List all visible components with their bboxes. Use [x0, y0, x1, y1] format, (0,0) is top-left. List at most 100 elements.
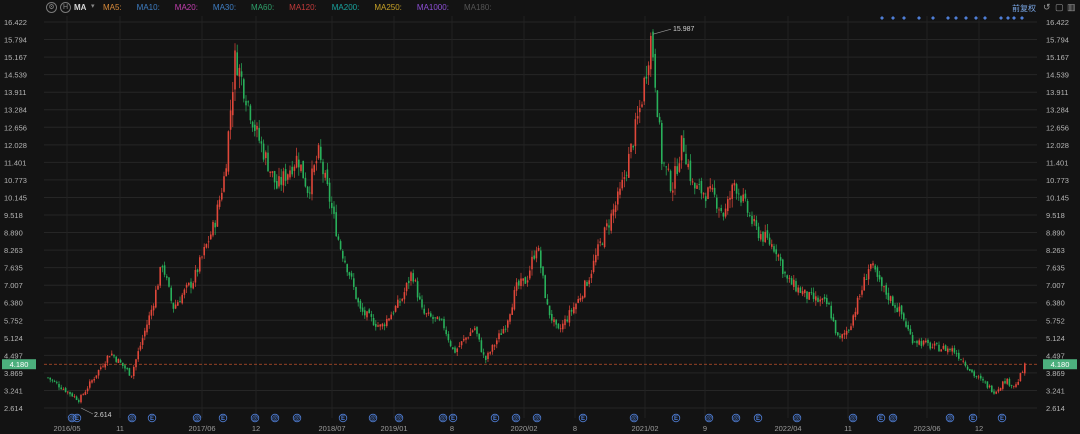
earnings-event-icon[interactable]: E: [72, 413, 82, 422]
candle-body: [656, 90, 659, 117]
candle-body: [357, 298, 359, 303]
dividend-event-icon[interactable]: @: [270, 413, 280, 422]
ma-legend-item[interactable]: MA200:: [331, 3, 360, 12]
adjust-mode-button[interactable]: 前复权: [1012, 4, 1036, 13]
candle-body: [254, 124, 256, 131]
undo-icon[interactable]: ↺: [1043, 2, 1051, 12]
ma-legend-item[interactable]: MA180:: [463, 3, 492, 12]
dividend-event-icon[interactable]: @: [368, 413, 378, 422]
current-price-label: 4.180: [10, 360, 29, 369]
earnings-event-icon[interactable]: E: [578, 413, 588, 422]
y-tick-label: 5.124: [4, 334, 23, 343]
candle-body: [311, 168, 313, 195]
candle-body: [546, 299, 549, 305]
y-tick-label: 10.145: [1046, 193, 1069, 202]
indicator-select[interactable]: MA: [74, 3, 87, 12]
svg-text:@: @: [534, 416, 540, 422]
candle: [966, 364, 969, 371]
candle: [234, 43, 236, 102]
candle-body: [243, 79, 245, 99]
candle-body: [392, 312, 395, 314]
window-icon[interactable]: ▢: [1055, 2, 1064, 12]
candle-body: [588, 280, 590, 285]
dividend-event-icon[interactable]: @: [945, 413, 955, 422]
dividend-event-icon[interactable]: @: [67, 413, 77, 422]
candle-body: [557, 323, 560, 329]
ma-legend-item[interactable]: MA5:: [103, 3, 122, 12]
candle-body: [526, 280, 529, 283]
bars-icon[interactable]: ▥: [1067, 2, 1076, 12]
dividend-event-icon[interactable]: @: [704, 413, 714, 422]
dividend-event-icon[interactable]: @: [292, 413, 302, 422]
earnings-event-icon[interactable]: E: [338, 413, 348, 422]
ma-legend-item[interactable]: MA1000:: [416, 3, 449, 12]
candle: [984, 380, 986, 384]
dividend-event-icon[interactable]: @: [511, 413, 521, 422]
ma-legend-item[interactable]: MA250:: [374, 3, 402, 12]
earnings-event-icon[interactable]: E: [218, 413, 228, 422]
candle: [1019, 372, 1022, 382]
ma-legend-item[interactable]: MA10:: [136, 3, 160, 12]
dividend-event-icon[interactable]: @: [848, 413, 858, 422]
candle: [898, 302, 901, 317]
candle-body: [427, 312, 430, 314]
dividend-event-icon[interactable]: @: [629, 413, 639, 422]
candle: [986, 381, 989, 390]
dividend-event-icon[interactable]: @: [888, 413, 898, 422]
dividend-event-icon[interactable]: @: [731, 413, 741, 422]
ma-legend-item[interactable]: MA60:: [251, 3, 275, 12]
candle-body: [768, 237, 771, 245]
earnings-event-icon[interactable]: E: [147, 413, 157, 422]
candle-body: [865, 279, 868, 280]
dividend-event-icon[interactable]: @: [250, 413, 260, 422]
candle: [122, 362, 124, 369]
earnings-event-icon[interactable]: E: [671, 413, 681, 422]
dividend-event-icon[interactable]: @: [192, 413, 202, 422]
ma-legend-item[interactable]: MA30:: [212, 3, 237, 12]
dividend-event-icon[interactable]: @: [394, 413, 404, 422]
ma-legend-item[interactable]: MA20:: [174, 3, 198, 12]
circle-h-icon[interactable]: H: [60, 2, 71, 13]
candle-body: [240, 71, 243, 77]
earnings-event-icon[interactable]: E: [876, 413, 886, 422]
y-tick-label: 7.635: [4, 264, 23, 273]
low-label: 2.614: [94, 412, 112, 419]
candle-body: [60, 387, 62, 390]
candle-body: [977, 376, 980, 378]
dividend-event-icon[interactable]: @: [532, 413, 542, 422]
earnings-event-icon[interactable]: E: [448, 413, 458, 422]
candle-body: [421, 299, 423, 308]
candle-body: [612, 209, 615, 216]
candle: [689, 154, 692, 186]
dividend-event-icon[interactable]: @: [792, 413, 802, 422]
candle: [861, 285, 863, 298]
candle-body: [782, 259, 784, 274]
candle: [295, 147, 298, 169]
candle: [674, 157, 676, 196]
ma-legend-item[interactable]: MA120:: [289, 3, 317, 12]
candle: [64, 386, 67, 393]
candle: [707, 186, 709, 200]
candle: [612, 203, 615, 224]
earnings-event-icon[interactable]: E: [997, 413, 1007, 422]
candle: [471, 329, 474, 333]
candle-body: [999, 387, 1002, 391]
candle: [58, 381, 60, 391]
candle: [542, 266, 544, 279]
dividend-event-icon[interactable]: @: [438, 413, 448, 422]
event-markers[interactable]: @ E @ E @ E @ @ @ E @ @ @ E E @ @ E @ E @ @ E @ @ E @ @ E E: [67, 413, 1007, 422]
chevron-down-icon[interactable]: ▾: [91, 3, 95, 10]
candle-body: [414, 280, 417, 282]
candle-body: [606, 223, 608, 227]
candle: [1015, 382, 1017, 389]
earnings-event-icon[interactable]: E: [968, 413, 978, 422]
dividend-event-icon[interactable]: @: [127, 413, 137, 422]
y-tick-label: 10.145: [4, 193, 27, 202]
candle-body: [929, 342, 931, 349]
candle: [933, 341, 936, 350]
svg-text:E: E: [221, 416, 225, 422]
earnings-event-icon[interactable]: E: [753, 413, 763, 422]
earnings-event-icon[interactable]: E: [490, 413, 500, 422]
gear-icon[interactable]: ⚙: [46, 2, 57, 13]
